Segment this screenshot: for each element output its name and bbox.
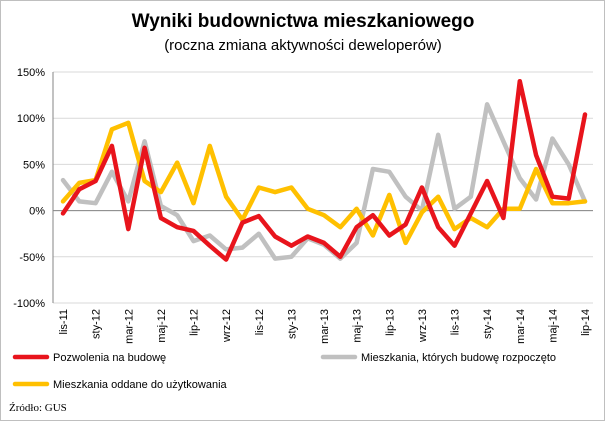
legend-label: Pozwolenia na budowę [53,352,166,364]
legend: Pozwolenia na budowę Mieszkania, których … [12,352,556,391]
x-tick-label: sty-13 [286,309,298,339]
x-tick-label: wrz-12 [221,309,233,343]
y-tick-label: 150% [17,67,45,79]
y-tick-labels: -100% -50% 0% 50% 100% 150% [13,67,45,310]
y-tick-label: 0% [29,206,45,218]
series-line [60,120,588,246]
x-tick-label: wrz-13 [417,309,429,343]
series-line [60,78,588,262]
x-tick-label: sty-12 [91,309,103,339]
y-tick-label: 100% [17,113,45,125]
x-tick-label: mar-14 [515,309,527,344]
y-tick-label: -50% [19,252,45,264]
legend-label: Mieszkania, których budowę rozpoczęto [361,352,556,364]
source-note: Źródło: GUS [9,402,67,414]
x-tick-label: lip-13 [384,309,396,336]
chart-subtitle: (roczna zmiana aktywności deweloperów) [164,37,442,54]
x-tick-label: lis-11 [58,309,70,334]
x-tick-label: maj-13 [352,309,364,343]
legend-label: Mieszkania oddane do użytkowania [53,379,228,391]
x-tick-label: mar-12 [123,309,135,344]
x-tick-label: lip-12 [189,309,201,336]
x-tick-label: lis-12 [254,309,266,335]
chart-title: Wyniki budownictwa mieszkaniowego [132,11,475,32]
x-tick-label: lis-13 [450,309,462,335]
x-tick-label: sty-14 [482,309,494,339]
x-tick-label: mar-13 [319,309,331,344]
x-tick-label: maj-12 [156,309,168,343]
x-tick-labels: lis-11 sty-12 mar-12 maj-12 lip-12 wrz-12 lis-… [58,309,592,344]
y-tick-label: -100% [13,298,45,310]
y-tick-label: 50% [23,159,45,171]
x-tick-label: maj-14 [547,309,559,343]
series-lines [60,78,588,262]
x-tick-label: lip-14 [580,309,592,336]
